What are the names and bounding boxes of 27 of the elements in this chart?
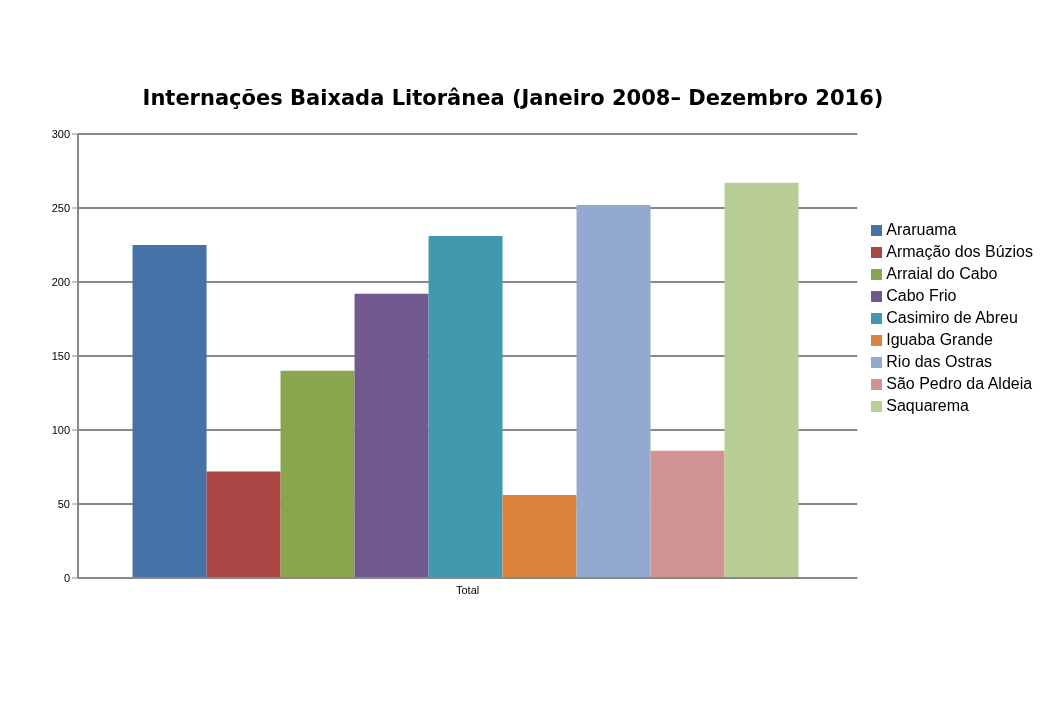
legend-label: Casimiro de Abreu	[886, 309, 1018, 326]
legend-label: São Pedro da Aldeia	[886, 375, 1033, 392]
bar	[132, 245, 207, 578]
bar	[280, 370, 355, 578]
y-tick-label: 150	[51, 349, 70, 362]
y-tick-label: 100	[51, 423, 70, 436]
legend-label: Iguaba Grande	[886, 331, 994, 348]
legend-label: Arraial do Cabo	[886, 265, 998, 282]
legend-label: Cabo Frio	[886, 287, 957, 304]
y-tick-label: 50	[57, 497, 70, 510]
bar	[354, 293, 429, 578]
legend-label: Saquarema	[886, 397, 969, 414]
legend-label: Armação dos Búzios	[886, 243, 1033, 260]
bar	[650, 450, 725, 578]
bar	[206, 471, 281, 578]
bar	[724, 182, 799, 578]
legend-label: Araruama	[886, 221, 957, 238]
chart-title: Internações Baixada Litorânea (Janeiro 2008– Dezembro 2016)	[141, 86, 885, 110]
bar	[576, 205, 651, 578]
y-tick-label: 300	[51, 127, 70, 140]
y-tick-label: 0	[63, 571, 70, 584]
bar	[428, 236, 503, 578]
x-tick-label: Total	[456, 583, 480, 596]
y-tick-label: 200	[51, 275, 70, 288]
bar	[502, 495, 577, 578]
legend-label: Rio das Ostras	[886, 353, 993, 370]
y-tick-label: 250	[51, 201, 70, 214]
